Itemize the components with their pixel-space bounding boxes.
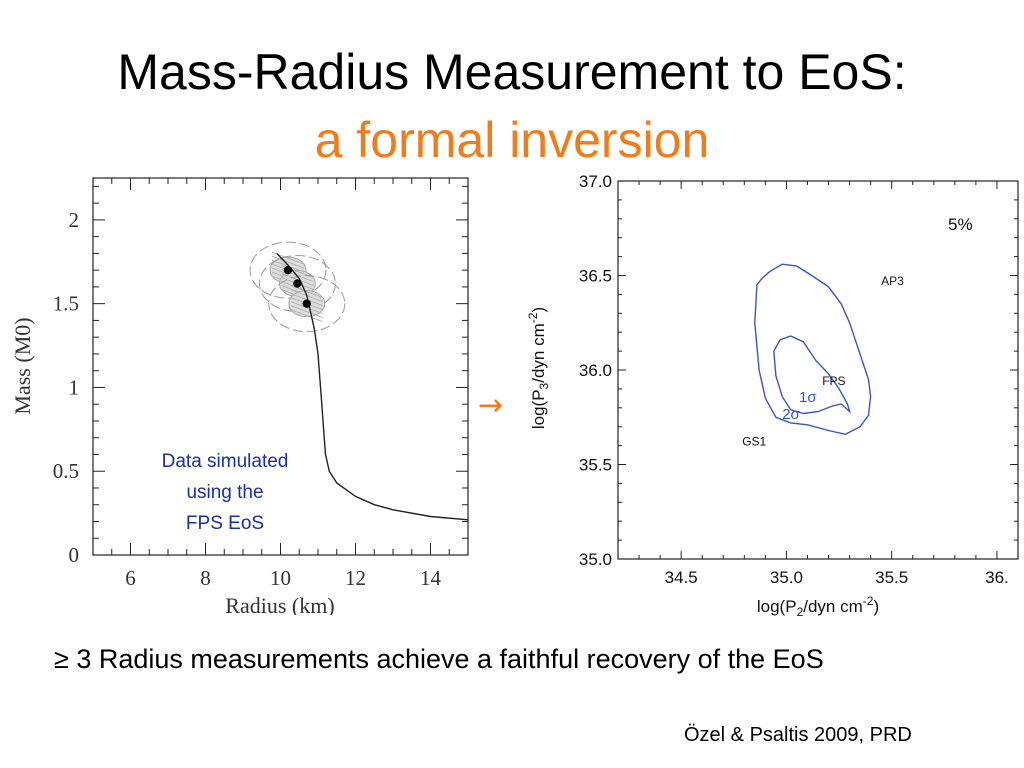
p-y-tick-label: 36.5	[579, 267, 612, 286]
p-plot-frame	[617, 180, 1019, 560]
p-x-axis-label: log(P2/dyn cm-2)	[757, 594, 879, 618]
mr-x-tick-label: 8	[200, 566, 211, 590]
contour-1sigma	[773, 335, 851, 415]
mr-hatch-line	[290, 305, 323, 319]
mr-data-point	[283, 265, 293, 275]
p-region-label: FPS	[822, 374, 845, 388]
p-y-tick-label: 35.0	[579, 550, 612, 569]
slide-subtitle: a formal inversion	[314, 112, 710, 168]
mr-eos-curve	[276, 252, 469, 521]
note-line-2: using the	[186, 482, 264, 503]
p-x-tick-label: 34.5	[665, 568, 698, 587]
p-annotation: 5%	[948, 215, 973, 234]
mr-y-axis-label: Mass (M0)	[10, 317, 35, 414]
p-region-label: AP3	[881, 274, 904, 288]
mr-data-point	[293, 279, 302, 288]
mr-y-tick-label: 0	[69, 543, 80, 567]
p-tick-labels: 34.5 35.0 35.5 36. 35.0 35.5 36.0 36.5 37.0	[579, 172, 1009, 587]
p-x-tick-label: 35.0	[770, 568, 803, 587]
arrow-icon: →	[478, 388, 504, 423]
mr-error-ellipse-outer	[258, 255, 336, 313]
pressure-contour-chart: 34.5 35.0 35.5 36. 35.0 35.5 36.0 36.5 37.0 AP3 F…	[526, 172, 1019, 618]
note-line-3: FPS EoS	[185, 513, 265, 534]
conclusion-text: ≥ 3 Radius measurements achieve a faithf…	[54, 644, 824, 674]
mr-x-tick-label: 14	[420, 566, 442, 590]
slide-title: Mass-Radius Measurement to EoS:	[117, 44, 907, 100]
mass-radius-chart: 6 8 10 12 14 0 0.5 1 1.5 2 Radius (km) Mass (M0)	[10, 177, 469, 615]
p-y-axis-label: log(P3/dyn cm-2)	[526, 307, 551, 429]
mr-y-tick-label: 2	[69, 208, 80, 232]
p-y-tick-label: 36.0	[579, 361, 612, 380]
p-region-label: GS1	[742, 435, 766, 449]
mr-error-ellipse-outer	[268, 275, 346, 333]
p-region-label: 1σ	[799, 389, 817, 406]
mr-y-tick-label: 0.5	[53, 459, 79, 483]
mr-data-points	[283, 265, 311, 308]
citation: Özel & Psaltis 2009, PRD	[684, 724, 912, 746]
p-x-tick-label: 36.	[985, 568, 1009, 587]
mr-x-axis-label: Radius (km)	[225, 593, 334, 615]
mr-data-point	[302, 299, 311, 308]
mr-y-tick-label: 1	[69, 375, 80, 399]
p-region-label: 2σ	[782, 406, 800, 423]
note-line-1: Data simulated	[161, 451, 289, 472]
mr-hatch-line	[290, 285, 323, 299]
contour-2sigma	[754, 263, 872, 436]
mr-x-tick-label: 10	[270, 566, 291, 590]
mr-y-tick-label: 1.5	[53, 292, 79, 316]
mr-x-tick-label: 12	[345, 566, 366, 590]
mr-x-tick-label: 6	[125, 566, 136, 590]
p-y-tick-label: 35.5	[579, 456, 612, 475]
mr-hatch-line	[271, 255, 305, 269]
p-y-tick-label: 37.0	[579, 172, 612, 191]
p-x-tick-label: 35.5	[875, 568, 908, 587]
mr-ticks	[92, 178, 469, 556]
p-ticks	[618, 180, 1019, 560]
mr-tick-labels: 6 8 10 12 14 0 0.5 1 1.5 2	[53, 208, 442, 590]
mr-hatch-line	[290, 309, 323, 323]
simulation-note: Data simulated using the FPS EoS	[130, 446, 320, 539]
